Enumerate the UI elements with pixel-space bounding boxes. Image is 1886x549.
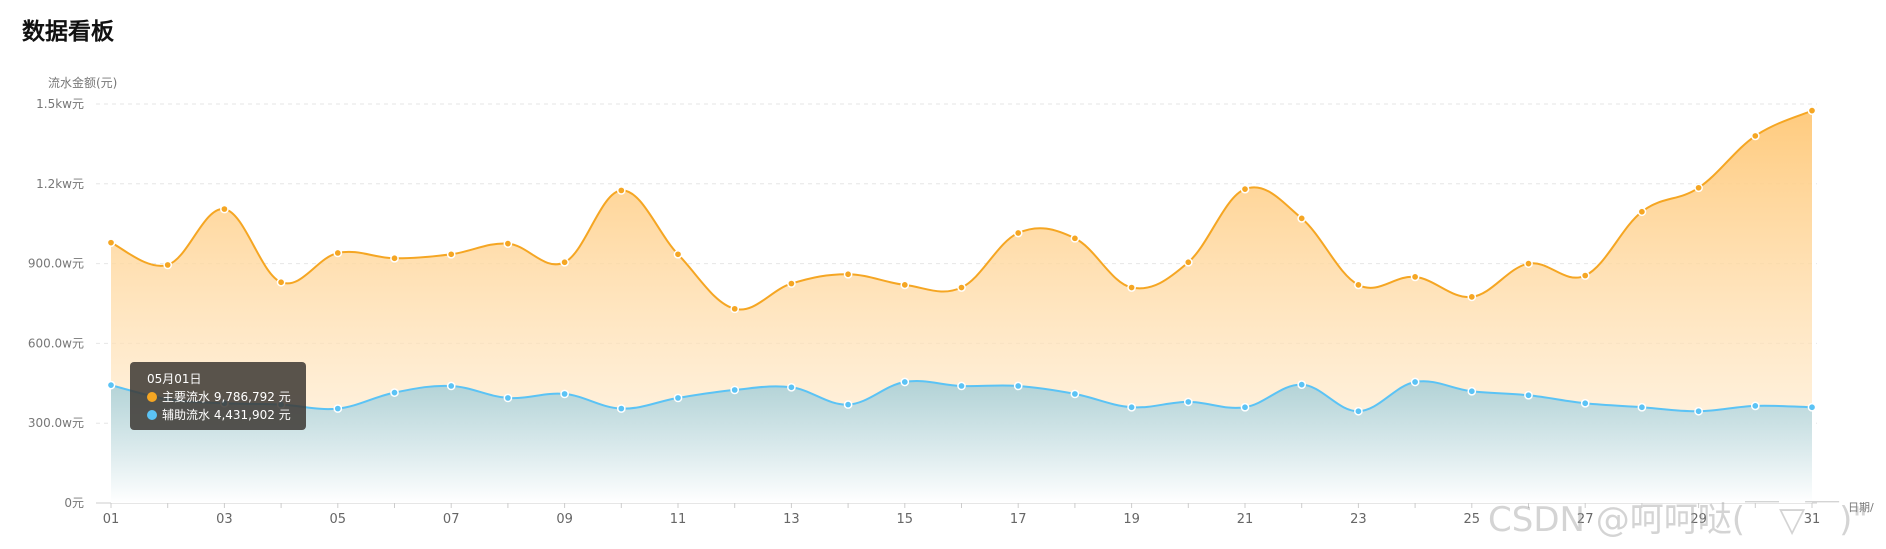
series-sub-point xyxy=(1637,402,1647,412)
x-tick-label: 03 xyxy=(216,512,233,527)
series-main-point xyxy=(787,279,796,288)
chart-tooltip: 05月01日 主要流水 9,786,792 元 辅助流水 4,431,902 元 xyxy=(130,362,306,430)
series-main-point xyxy=(560,257,569,267)
series-sub-point xyxy=(616,404,626,413)
series-sub-point xyxy=(1070,389,1080,399)
y-tick-label: 900.0w元 xyxy=(28,257,84,271)
series-main-point xyxy=(503,239,513,248)
y-tick-label: 300.0w元 xyxy=(28,416,84,430)
x-tick-label: 15 xyxy=(897,512,914,527)
series-sub-point xyxy=(503,393,513,403)
series-sub-point xyxy=(1467,386,1477,396)
series-main-point xyxy=(730,304,740,314)
series-main-point xyxy=(1354,280,1363,290)
y-tick-label: 0元 xyxy=(64,496,84,510)
series-sub-point xyxy=(1183,397,1193,407)
series-sub-point xyxy=(1013,381,1023,391)
x-axis-title: 日期/ xyxy=(1848,501,1874,514)
x-tick-label: 13 xyxy=(783,512,800,527)
tooltip-row-sub: 辅助流水 4,431,902 元 xyxy=(147,406,306,424)
series-sub-point xyxy=(787,382,796,392)
tooltip-main-label: 主要流水 9,786,792 元 xyxy=(162,390,291,404)
tooltip-sub-dot-icon xyxy=(147,410,157,420)
x-tick-label: 19 xyxy=(1123,512,1140,527)
series-sub-point xyxy=(333,404,343,413)
x-tick-label: 11 xyxy=(670,512,687,527)
series-sub-point xyxy=(1750,401,1760,411)
series-sub-point xyxy=(1127,402,1136,412)
x-tick-label: 21 xyxy=(1237,512,1254,527)
series-main-point xyxy=(1127,283,1136,292)
series-main-point xyxy=(1694,183,1703,193)
series-main-point xyxy=(446,249,456,259)
x-tick-label: 07 xyxy=(443,512,460,527)
series-sub-point xyxy=(1694,406,1703,416)
x-tick-label: 17 xyxy=(1010,512,1027,527)
series-main-point xyxy=(900,280,910,290)
y-tick-label: 1.5kw元 xyxy=(36,97,84,111)
tooltip-row-main: 主要流水 9,786,792 元 xyxy=(147,388,306,406)
series-main-point xyxy=(1580,271,1590,280)
series-sub-area xyxy=(111,381,1812,503)
x-tick-label: 29 xyxy=(1690,512,1707,527)
series-sub-point xyxy=(1297,380,1307,389)
series-sub-point xyxy=(730,385,740,395)
series-main-point xyxy=(1183,257,1193,267)
watermark: CSDN @呵呵哒(￣▽￣)" xyxy=(1488,500,1869,540)
x-tick-label: 25 xyxy=(1464,512,1481,527)
x-tick-label: 27 xyxy=(1577,512,1594,527)
series-main-point xyxy=(1070,233,1080,243)
series-main-point xyxy=(1637,207,1647,217)
series-main-point xyxy=(333,248,343,258)
series-main-point xyxy=(1240,184,1250,194)
x-tick-label: 05 xyxy=(330,512,347,527)
series-sub-point xyxy=(1354,406,1363,416)
tooltip-main-dot-icon xyxy=(147,392,157,402)
series-sub-point xyxy=(900,377,910,387)
series-sub-point xyxy=(1524,390,1533,400)
series-main-point xyxy=(1807,106,1817,116)
series-sub-point xyxy=(843,400,853,409)
series-sub-point xyxy=(673,393,683,403)
y-axis-title: 流水金额(元) xyxy=(48,75,117,90)
series-main-point xyxy=(673,249,683,259)
series-sub-point xyxy=(446,381,456,391)
y-tick-label: 600.0w元 xyxy=(28,336,84,350)
series-sub-point xyxy=(560,389,569,399)
tooltip-sub-label: 辅助流水 4,431,902 元 xyxy=(162,408,291,422)
series-main-point xyxy=(220,204,229,214)
series-main-point xyxy=(1467,292,1477,302)
series-sub-point xyxy=(390,388,399,397)
series-main-point xyxy=(163,260,173,270)
series-sub-point xyxy=(106,380,116,390)
series-main-point xyxy=(1410,272,1420,282)
series-main-point xyxy=(957,283,966,292)
series-main-point xyxy=(1750,131,1760,141)
x-tick-label: 31 xyxy=(1804,512,1821,527)
x-tick-label: 01 xyxy=(103,512,120,527)
series-main-point xyxy=(390,253,399,263)
series-main-point xyxy=(616,186,626,195)
series-sub-point xyxy=(1240,402,1250,412)
series-sub-point xyxy=(1807,402,1817,412)
series-sub-point xyxy=(1580,398,1590,408)
series-sub-point xyxy=(1410,377,1420,387)
x-tick-label: 09 xyxy=(556,512,573,527)
series-main-point xyxy=(843,269,853,279)
series-main-point xyxy=(106,238,116,248)
series-sub-point xyxy=(957,381,966,391)
tooltip-date: 05月01日 xyxy=(147,372,202,386)
series-main-point xyxy=(1297,214,1307,223)
page-title: 数据看板 xyxy=(22,19,114,45)
series-main-point xyxy=(1013,228,1023,238)
y-tick-label: 1.2kw元 xyxy=(36,177,84,191)
series-main-point xyxy=(276,277,286,287)
series-main-point xyxy=(1524,259,1533,268)
x-tick-label: 23 xyxy=(1350,512,1367,527)
